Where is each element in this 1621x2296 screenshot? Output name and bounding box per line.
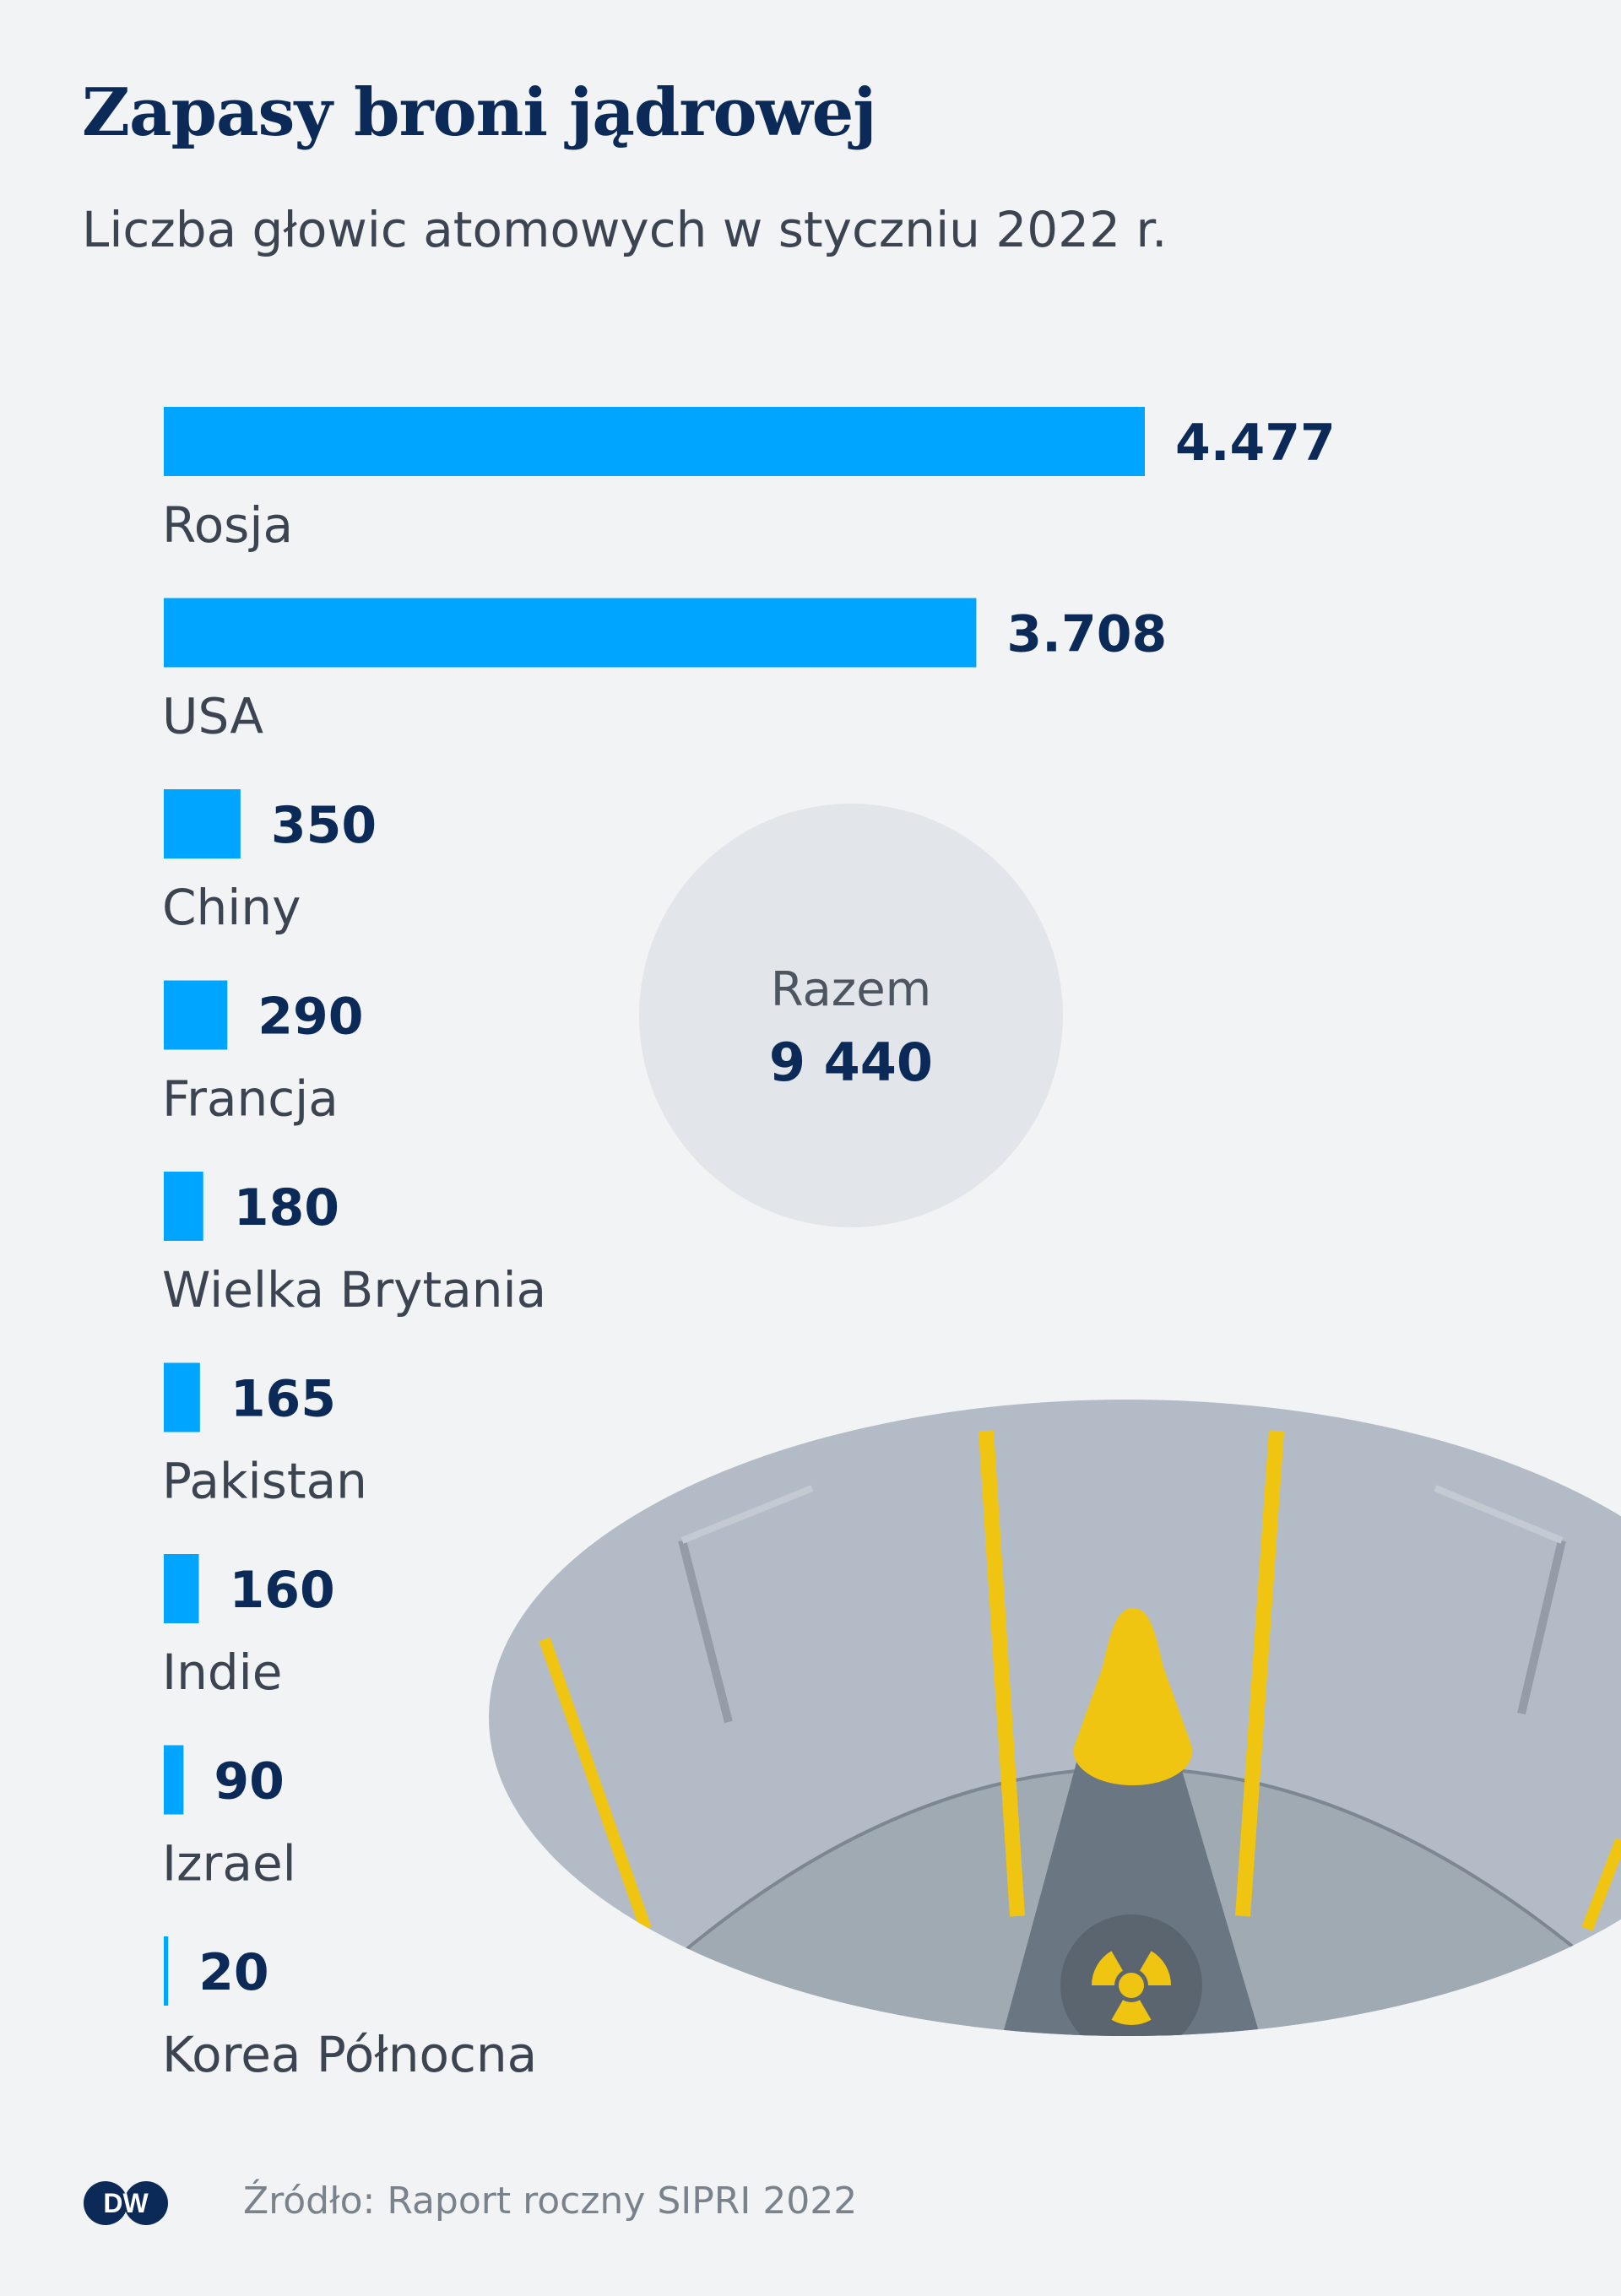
bar-value-label: 165 [230,1370,336,1429]
bar-value-label: 3.708 [1006,605,1167,664]
category-label: USA [162,688,263,745]
silo-strut [1434,1485,1564,1544]
bar-value-label: 180 [234,1178,339,1237]
svg-text:DW: DW [103,2188,149,2218]
source-note: Źródło: Raport roczny SIPRI 2022 [243,2180,858,2223]
radiation-icon [1060,1914,1202,2036]
category-label: Indie [162,1643,282,1701]
silo-rail [1235,1430,1284,1917]
category-label: Korea Północna [162,2026,537,2083]
bar-izrael [164,1745,184,1815]
silo-rail [1581,1838,1621,1931]
category-label: Wielka Brytania [162,1261,546,1319]
total-value: 9 440 [768,1032,934,1093]
silo-rail [979,1430,1025,1917]
category-label: Rosja [162,496,293,554]
dw-logo-icon: DW [84,2181,168,2225]
silo-strut [1517,1539,1566,1715]
silo-rail [539,1637,652,1931]
chart-subtitle: Liczba głowic atomowych w styczniu 2022 … [82,201,1168,258]
silo-strut [678,1539,733,1724]
category-label: Pakistan [162,1453,367,1510]
total-badge [639,804,1063,1227]
silo-strut [680,1485,814,1544]
bar-usa [164,598,977,668]
missile-warhead [1073,1608,1193,1785]
category-label: Izrael [162,1835,296,1893]
bar-rosja [164,407,1145,476]
bar-value-label: 4.477 [1175,414,1336,473]
bar-value-label: 90 [214,1752,284,1811]
bar-wielka-brytania [164,1172,203,1241]
total-label: Razem [770,962,932,1017]
bar-value-label: 160 [230,1561,335,1620]
bar-korea-północna [164,1936,169,2006]
bar-value-label: 20 [198,1943,269,2002]
bar-pakistan [164,1362,200,1432]
category-label: Francja [162,1070,339,1128]
bar-chiny [164,789,241,858]
chart-title: Zapasy broni jądrowej [82,74,877,151]
bar-francja [164,980,228,1050]
bar-value-label: 350 [271,796,377,855]
bar-value-label: 290 [258,988,363,1047]
category-label: Chiny [162,879,301,936]
bar-indie [164,1554,199,1623]
